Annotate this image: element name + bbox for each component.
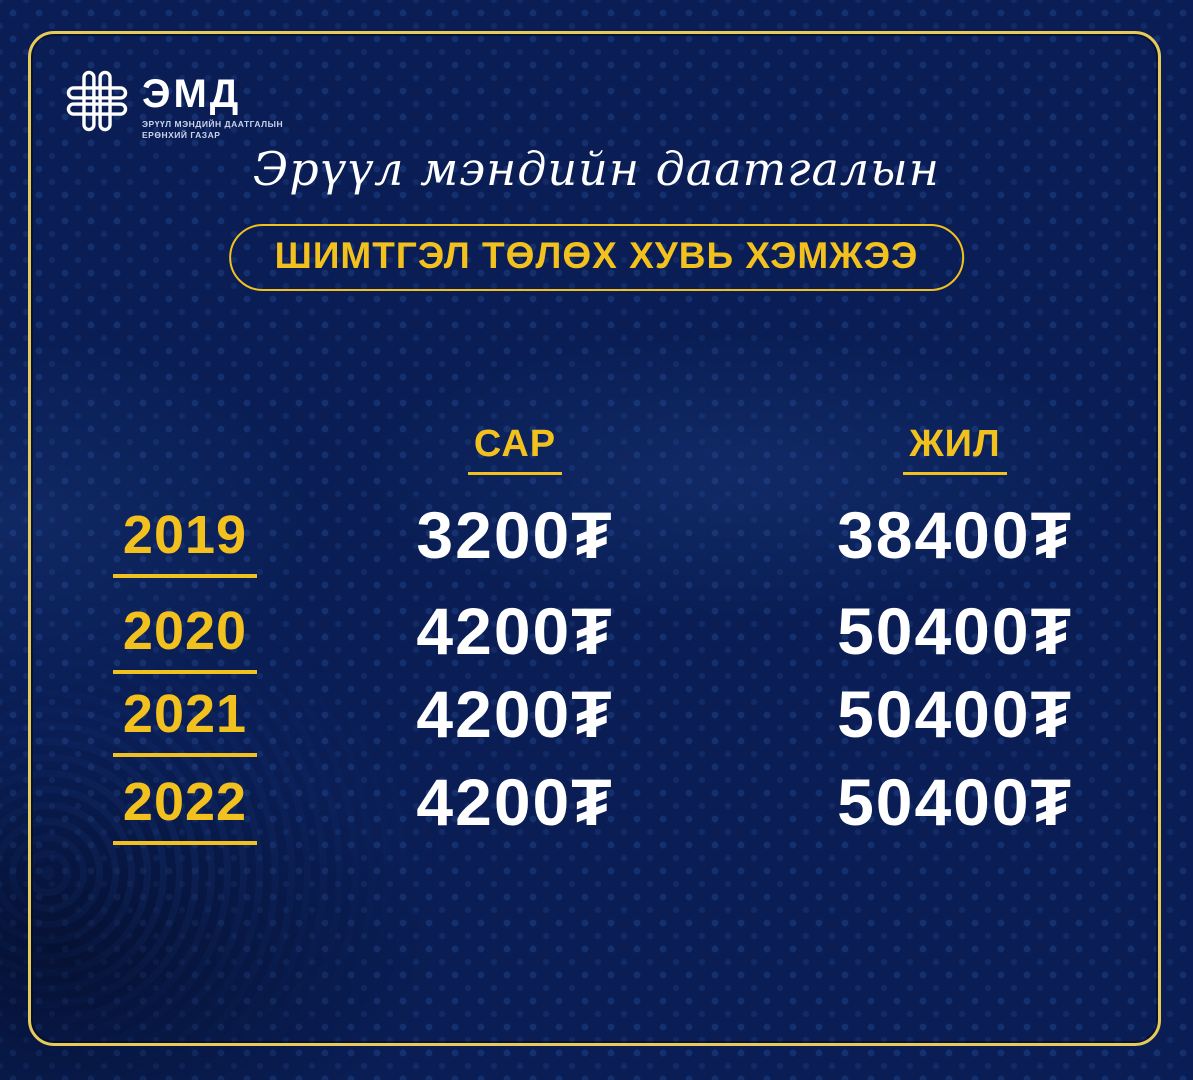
ulzii-knot-icon: [66, 70, 128, 132]
logo-abbreviation: ЭМД: [142, 72, 242, 116]
table-cell-monthly-amount: 4200₮: [416, 765, 614, 839]
script-subtitle: Эрүүл мэндийн даатгалын: [253, 142, 940, 196]
column-header-year: ЖИЛ: [903, 422, 1007, 475]
table-cell-monthly-amount: 3200₮: [416, 498, 614, 572]
logo-org-line1: ЭРҮҮЛ МЭНДИЙН ДААТГАЛЫН: [142, 119, 284, 129]
title-pill-label: ШИМТГЭЛ ТӨЛӨХ ХУВЬ ХЭМЖЭЭ: [274, 235, 919, 276]
logo-org-line2: ЕРӨНХИЙ ГАЗАР: [142, 130, 221, 141]
rates-table: САР ЖИЛ 2019 3200₮ 38400₮ 2020 4200₮ 504…: [85, 408, 1165, 848]
table-row-year-label: 2019: [112, 504, 258, 578]
table-cell-yearly-amount: 38400₮: [837, 498, 1073, 572]
table-row-year-label: 2020: [112, 600, 258, 674]
table-row-year-label: 2022: [112, 771, 258, 845]
table-cell-yearly-amount: 50400₮: [837, 594, 1073, 668]
table-cell-monthly-amount: 4200₮: [416, 677, 614, 751]
title-pill: ШИМТГЭЛ ТӨЛӨХ ХУВЬ ХЭМЖЭЭ: [228, 224, 965, 291]
column-header-month: САР: [467, 422, 563, 475]
table-cell-yearly-amount: 50400₮: [837, 677, 1073, 751]
logo-text-block: ЭМД ЭРҮҮЛ МЭНДИЙН ДААТГАЛЫН ЕРӨНХИЙ ГАЗА…: [142, 68, 283, 142]
table-cell-monthly-amount: 4200₮: [416, 594, 614, 668]
logo-org-name: ЭРҮҮЛ МЭНДИЙН ДААТГАЛЫН ЕРӨНХИЙ ГАЗАР: [142, 119, 283, 142]
emd-logo: ЭМД ЭРҮҮЛ МЭНДИЙН ДААТГАЛЫН ЕРӨНХИЙ ГАЗА…: [66, 68, 283, 142]
table-cell-yearly-amount: 50400₮: [837, 765, 1073, 839]
table-row-year-label: 2021: [112, 683, 258, 757]
